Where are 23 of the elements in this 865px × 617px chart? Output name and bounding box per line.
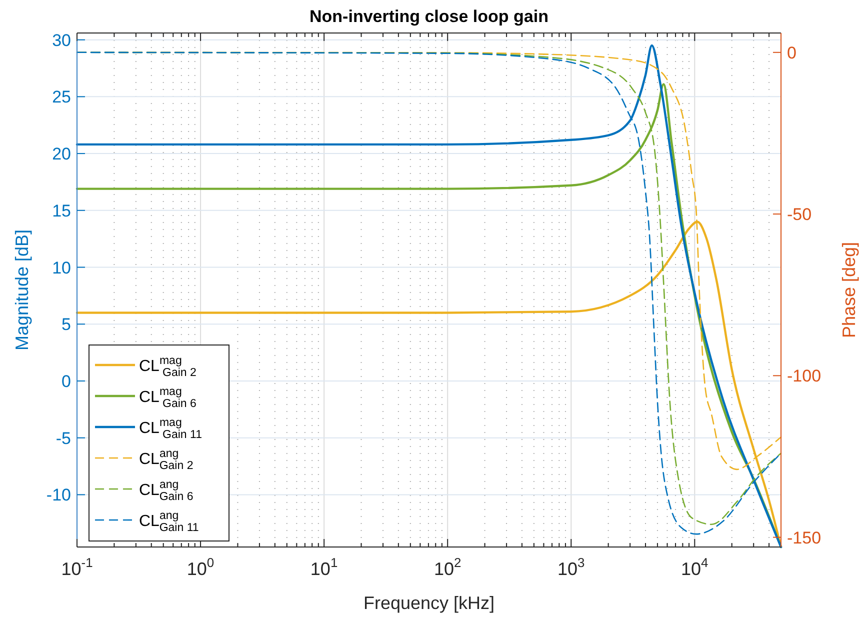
x-tick-label: 10$^{4}$	[681, 554, 708, 579]
x-axis-title: Frequency [kHz]	[363, 593, 495, 613]
x-tick-label: 10$^{-1}$	[61, 554, 93, 579]
y2-tick-label: -100	[787, 366, 822, 386]
x-tick-label: 10$^{2}$	[434, 554, 462, 579]
y2-tick-label: -50	[787, 205, 812, 224]
y-tick-label: -5	[56, 428, 71, 448]
y2-tick-label: 0	[787, 43, 796, 62]
y2-axis-title: Phase [deg]	[839, 242, 859, 338]
y-tick-label: 15	[52, 201, 71, 220]
x-tick-label: 10$^{0}$	[186, 554, 214, 579]
y-tick-label: 5	[62, 315, 71, 334]
x-tick-label: 10$^{1}$	[310, 554, 338, 579]
y-axis-title: Magnitude [dB]	[12, 229, 32, 351]
y-tick-label: 25	[52, 88, 71, 107]
y-tick-label: -10	[46, 486, 71, 505]
y-tick-label: 20	[52, 144, 71, 164]
y-tick-label: 10	[52, 258, 71, 278]
y-tick-label: 0	[62, 372, 71, 391]
chart-title: Non-inverting close loop gain	[310, 7, 548, 26]
x-tick-label: 10$^{3}$	[558, 554, 585, 579]
y2-tick-label: -150	[787, 528, 822, 548]
y-tick-label: 30	[52, 30, 71, 50]
